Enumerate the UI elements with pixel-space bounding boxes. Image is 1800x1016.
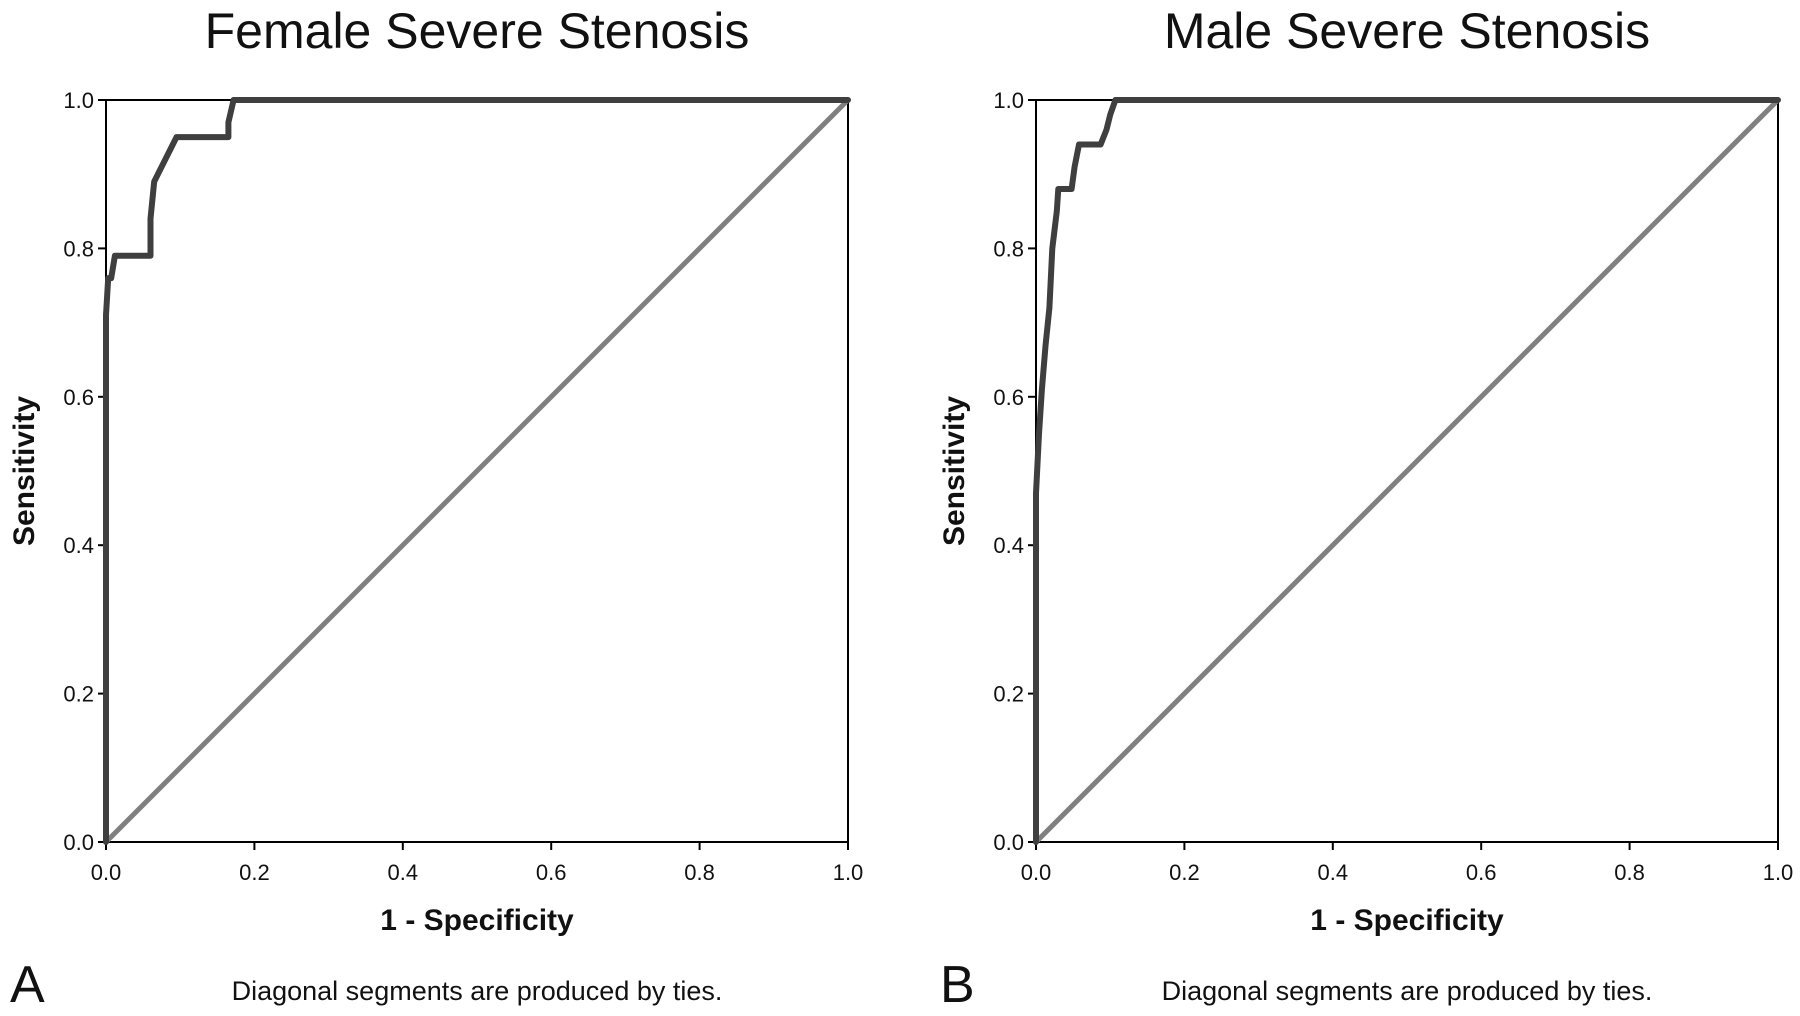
y-axis-label: Sensitivity: [8, 396, 41, 546]
x-tick-label: 1.0: [833, 860, 864, 885]
x-tick-label: 1.0: [1763, 860, 1794, 885]
y-tick-label: 0.6: [993, 385, 1024, 410]
x-tick-label: 0.0: [91, 860, 122, 885]
y-tick-label: 0.4: [993, 533, 1024, 558]
x-tick-label: 0.6: [536, 860, 567, 885]
y-tick-label: 0.2: [63, 682, 94, 707]
y-tick-label: 1.0: [993, 88, 1024, 113]
chart-title: Male Severe Stenosis: [1164, 3, 1650, 59]
chart-title: Female Severe Stenosis: [205, 3, 750, 59]
y-tick-label: 0.2: [993, 682, 1024, 707]
y-tick-label: 0.8: [993, 236, 1024, 261]
x-axis-label: 1 - Specificity: [1310, 904, 1504, 937]
x-tick-label: 0.6: [1466, 860, 1497, 885]
x-axis-label: 1 - Specificity: [380, 904, 574, 937]
x-tick-label: 0.8: [684, 860, 715, 885]
y-tick-label: 0.8: [63, 236, 94, 261]
x-tick-label: 0.4: [388, 860, 419, 885]
x-tick-label: 0.0: [1021, 860, 1052, 885]
panel-label: B: [940, 956, 975, 1014]
y-tick-label: 0.6: [63, 385, 94, 410]
y-tick-label: 1.0: [63, 88, 94, 113]
chart-footnote: Diagonal segments are produced by ties.: [232, 976, 723, 1006]
x-tick-label: 0.2: [1169, 860, 1200, 885]
reference-diagonal: [103, 97, 851, 845]
roc-curve: [103, 97, 851, 845]
y-tick-label: 0.0: [993, 830, 1024, 855]
y-tick-label: 0.4: [63, 533, 94, 558]
panel-label: A: [10, 956, 45, 1014]
roc-curve: [1033, 97, 1781, 845]
chart-footnote: Diagonal segments are produced by ties.: [1162, 976, 1653, 1006]
y-axis-label: Sensitivity: [938, 396, 971, 546]
x-tick-label: 0.4: [1318, 860, 1349, 885]
x-tick-label: 0.2: [239, 860, 270, 885]
y-tick-label: 0.0: [63, 830, 94, 855]
x-tick-label: 0.8: [1614, 860, 1645, 885]
reference-diagonal: [1033, 97, 1781, 845]
